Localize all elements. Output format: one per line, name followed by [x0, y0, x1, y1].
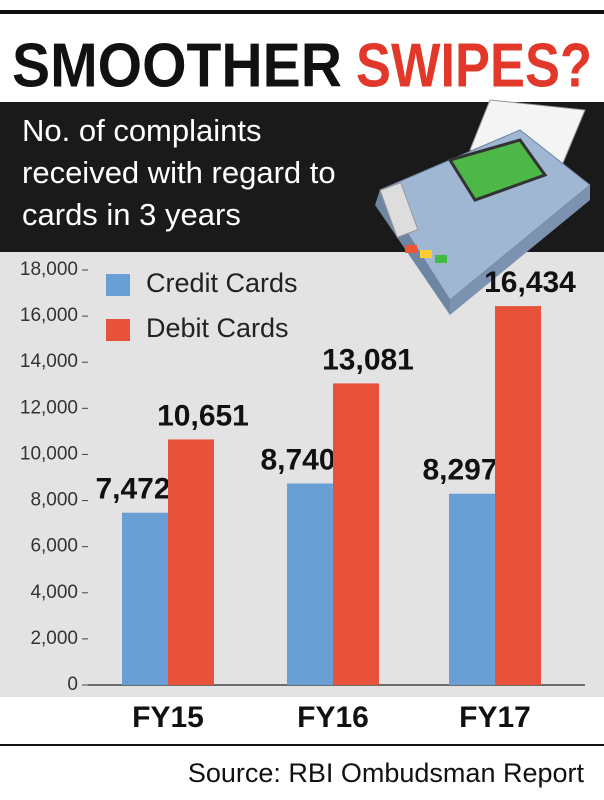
legend-label: Credit Cards	[146, 268, 298, 298]
y-tick-label: 10,000	[20, 443, 78, 464]
value-label: 10,651	[157, 399, 249, 432]
x-tick-label: FY17	[459, 701, 531, 734]
title-part: SMOOTHER	[12, 31, 342, 100]
y-tick-label: 0	[67, 674, 78, 695]
source: Source: RBI Ombudsman Report	[188, 758, 585, 788]
y-tick-label: 18,000	[20, 259, 78, 280]
value-label: 8,740	[260, 443, 335, 476]
bar	[495, 306, 541, 685]
x-tick-label: FY16	[297, 701, 369, 734]
bar	[287, 483, 333, 685]
top-rule	[0, 10, 604, 14]
value-label: 7,472	[95, 473, 170, 506]
bar	[168, 439, 214, 685]
legend-swatch	[106, 319, 130, 341]
y-tick-label: 4,000	[30, 582, 78, 603]
value-label: 8,297	[422, 454, 497, 487]
title-part: SWIPES?	[356, 31, 592, 100]
value-label: 16,434	[484, 266, 576, 299]
legend-swatch	[106, 274, 130, 296]
legend-label: Debit Cards	[146, 313, 289, 343]
bar	[449, 493, 495, 685]
y-tick-label: 8,000	[30, 490, 78, 511]
y-tick-label: 12,000	[20, 397, 78, 418]
bar	[333, 383, 379, 685]
y-tick-label: 6,000	[30, 536, 78, 557]
terminal-icon	[375, 99, 591, 315]
subtitle: No. of complaints received with regard t…	[22, 113, 336, 232]
x-tick-label: FY15	[132, 701, 204, 734]
y-tick-label: 16,000	[20, 305, 78, 326]
y-tick-label: 2,000	[30, 628, 78, 649]
bar	[122, 512, 168, 685]
y-tick-label: 14,000	[20, 351, 78, 372]
value-label: 13,081	[322, 343, 414, 376]
